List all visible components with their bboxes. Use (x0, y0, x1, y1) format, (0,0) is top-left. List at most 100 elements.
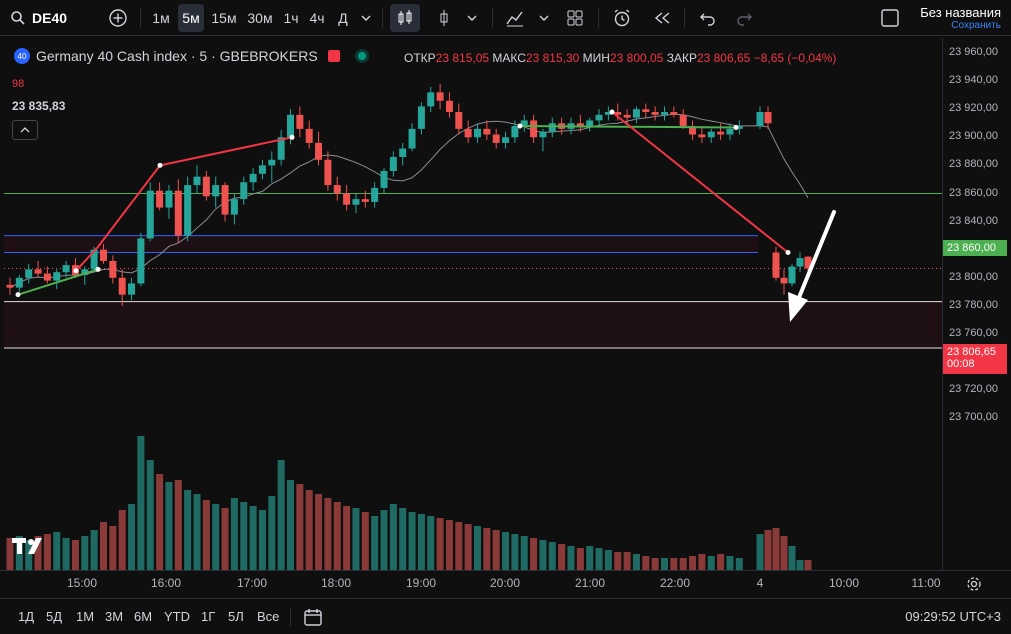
interval-dropdown[interactable] (356, 4, 376, 32)
volume-bar (62, 538, 70, 570)
volume-bar (277, 460, 285, 570)
volume-bar (156, 474, 164, 570)
volume-bar (511, 534, 519, 570)
range-5d[interactable]: 5Д (46, 609, 63, 624)
redo-button[interactable] (730, 4, 758, 32)
time-label: 20:00 (489, 576, 521, 590)
volume-bar (464, 524, 472, 570)
bar-chart-button[interactable] (432, 4, 456, 32)
fullscreen-button[interactable] (878, 4, 902, 32)
volume-bar (642, 556, 650, 570)
annotation-arrow-shaft (796, 210, 836, 302)
volume-bar (352, 508, 360, 570)
undo-button[interactable] (694, 4, 722, 32)
candle-body (530, 120, 538, 138)
market-status-icon (357, 52, 366, 60)
compare-button[interactable] (104, 4, 132, 32)
chart-settings-button[interactable] (966, 576, 982, 597)
chart-type-candles-button[interactable] (390, 4, 420, 32)
volume-bar (230, 498, 238, 570)
volume-bar (670, 558, 678, 570)
candle-body (212, 185, 220, 197)
replay-button[interactable] (648, 4, 676, 32)
candle-body (352, 199, 360, 205)
volume-bar (53, 532, 61, 570)
chart-pane[interactable] (0, 38, 942, 570)
candle-body (632, 109, 640, 118)
volume-bar (174, 480, 182, 570)
alert-button[interactable] (608, 4, 636, 32)
layout-save[interactable]: Без названия Сохранить (920, 5, 1001, 31)
candle-body (25, 269, 33, 278)
volume-bar (212, 504, 220, 570)
high-label: МАКС (492, 51, 526, 65)
square-icon (881, 9, 899, 27)
bottom-toolbar: 1Д 5Д 1М 3М 6М YTD 1Г 5Л Все 09:29:52 UT… (0, 598, 1011, 634)
interval-1h[interactable]: 1ч (283, 10, 299, 26)
close-label: ЗАКР (666, 51, 697, 65)
trendline-green (519, 125, 737, 129)
indicator-chart-icon (506, 11, 523, 27)
candle-body (698, 134, 706, 138)
volume-bar (689, 556, 697, 570)
range-1m[interactable]: 1М (76, 609, 95, 624)
range-1d[interactable]: 1Д (18, 609, 35, 624)
volume-bar (780, 536, 788, 570)
volume-bar (474, 526, 481, 570)
collapse-legend-button[interactable] (12, 120, 38, 140)
high-value: 23 815,30 (525, 51, 580, 65)
range-ytd[interactable]: YTD (164, 609, 190, 624)
range-1y[interactable]: 1Г (201, 609, 216, 624)
indicators-dropdown[interactable] (534, 4, 554, 32)
low-label: МИН (582, 51, 610, 65)
interval-30m[interactable]: 30м (247, 10, 273, 26)
interval-d[interactable]: Д (338, 10, 348, 26)
volume-bar (548, 542, 556, 570)
candle-body (502, 137, 510, 143)
candle-body (474, 128, 481, 138)
volume-bar (698, 554, 706, 570)
price-axis-label: 23 780,00 (949, 298, 998, 311)
candle-body (305, 128, 313, 143)
candle-body (343, 193, 351, 205)
clock[interactable]: 09:29:52 UTC+3 (905, 609, 1001, 624)
range-6m[interactable]: 6М (134, 609, 153, 624)
candle-body (277, 137, 285, 160)
range-3m[interactable]: 3М (105, 609, 124, 624)
volume-bar (128, 504, 136, 570)
price-axis[interactable]: 23 960,00 23 940,00 23 920,00 23 900,00 23 8… (942, 38, 1011, 570)
candle-body (707, 131, 715, 138)
volume-bar (623, 552, 631, 570)
go-to-date-button[interactable] (303, 607, 323, 632)
candle-body (118, 277, 126, 295)
settings-icon (967, 577, 981, 591)
search-icon (11, 11, 25, 25)
candle-body (764, 112, 772, 124)
range-5y[interactable]: 5Л (228, 609, 244, 624)
indicators-button[interactable] (502, 4, 528, 32)
volume-bar (268, 496, 276, 570)
hide-indicator-icon[interactable] (327, 50, 340, 62)
volume-bar (361, 512, 369, 570)
time-axis[interactable]: 15:00 16:00 17:00 18:00 19:00 20:00 21:0… (0, 570, 1011, 595)
volume-bar (586, 546, 594, 570)
volume-bar (25, 540, 33, 570)
tradingview-logo[interactable] (12, 536, 48, 561)
interval-5m[interactable]: 5м (178, 4, 204, 32)
layout-button[interactable] (562, 4, 588, 32)
range-all[interactable]: Все (257, 609, 280, 624)
candle-body (445, 100, 453, 113)
candle-body (258, 165, 266, 174)
volume-bar (137, 436, 145, 570)
symbol-search[interactable]: DE40 (10, 4, 67, 32)
interval-1m[interactable]: 1м (152, 10, 170, 26)
price-axis-label: 23 880,00 (949, 158, 998, 171)
interval-4h[interactable]: 4ч (309, 10, 325, 26)
volume-bar (118, 510, 126, 570)
redo-icon (737, 13, 752, 26)
price-chart[interactable] (0, 38, 942, 570)
chart-type-dropdown[interactable] (462, 4, 482, 32)
volume-bar (408, 512, 416, 570)
interval-15m[interactable]: 15м (211, 10, 237, 26)
volume-bar (576, 548, 584, 570)
